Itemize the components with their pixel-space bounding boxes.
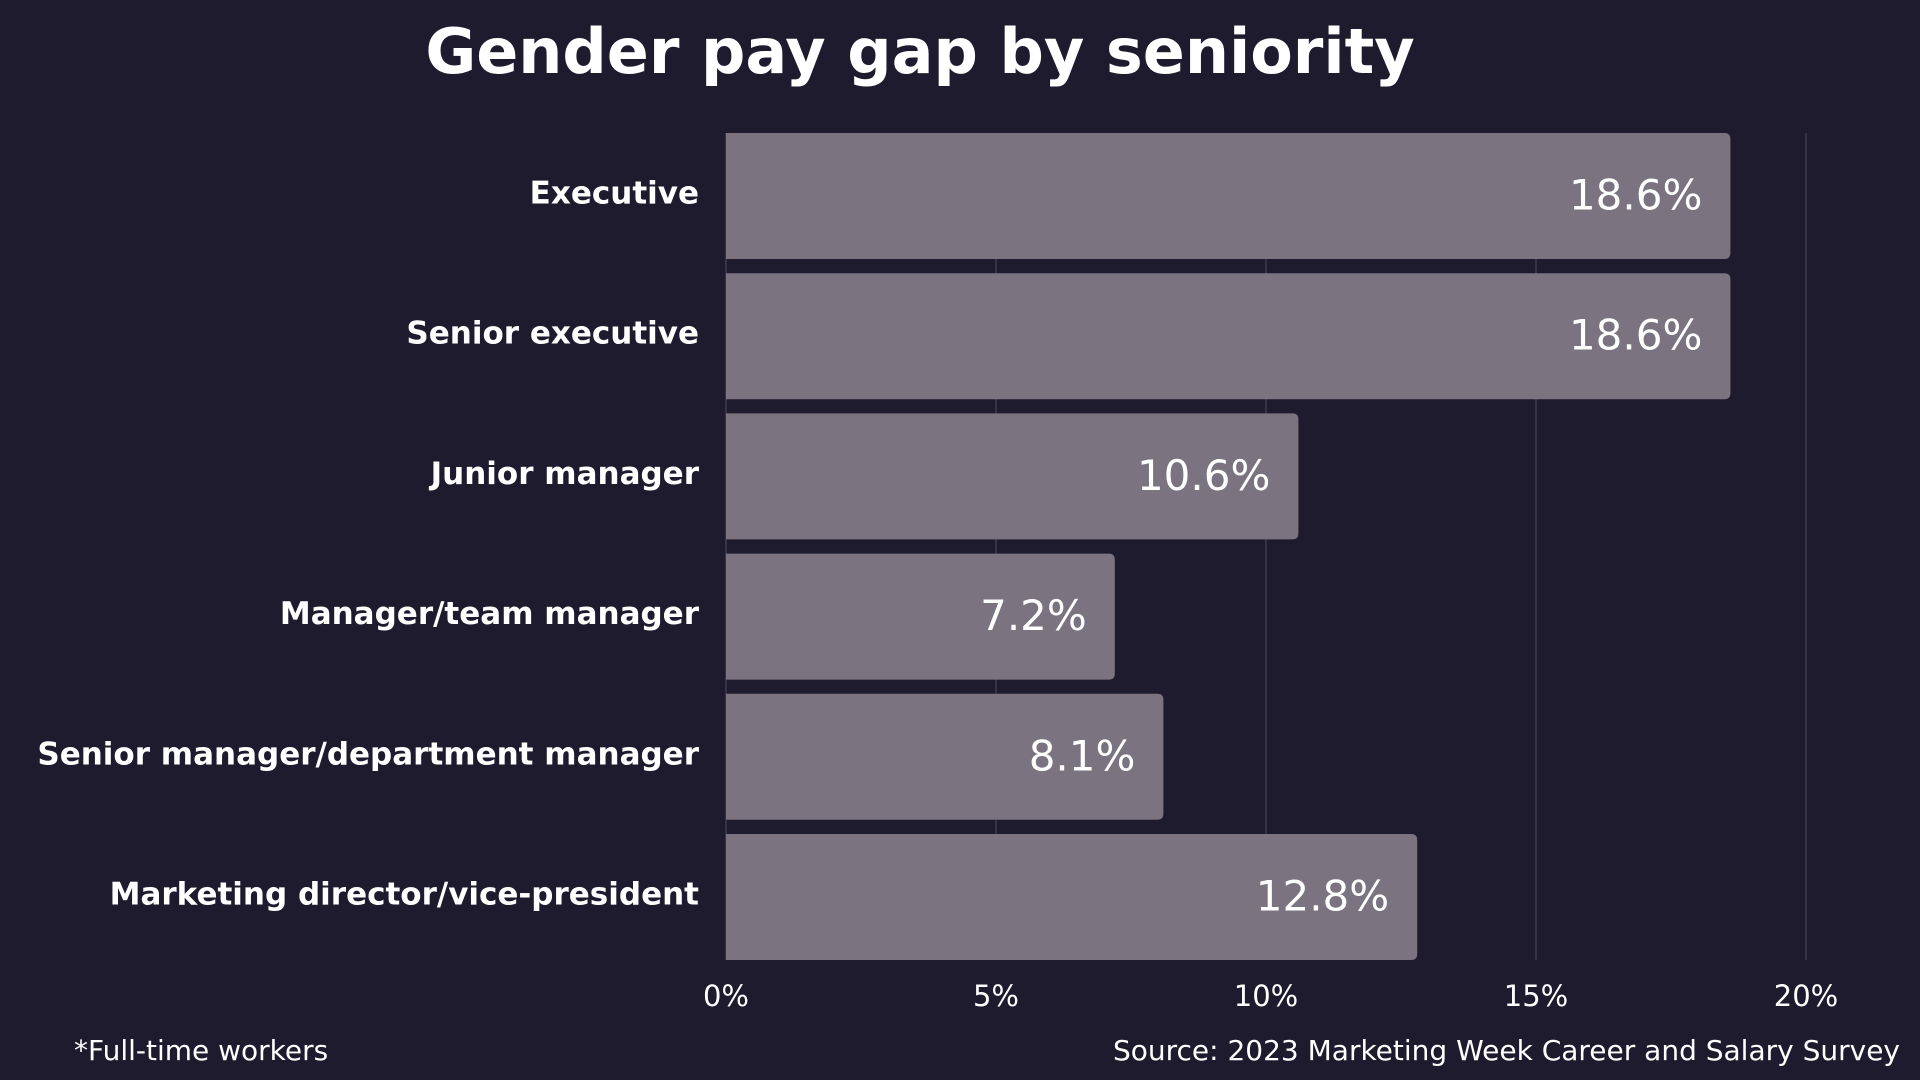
x-tick-label: 5% — [973, 979, 1019, 1013]
y-tick-label: Marketing director/vice-president — [110, 877, 700, 913]
chart-title: Gender pay gap by seniority — [425, 15, 1414, 88]
y-tick-label: Senior manager/department manager — [37, 736, 699, 772]
x-tick-label: 0% — [703, 979, 749, 1013]
value-label: 18.6% — [1569, 311, 1702, 360]
y-tick-label: Senior executive — [406, 316, 699, 352]
value-label: 8.1% — [1029, 731, 1136, 780]
y-tick-label: Junior manager — [429, 456, 700, 492]
value-label: 7.2% — [980, 591, 1087, 640]
bar — [726, 834, 1418, 960]
bar — [726, 133, 1731, 259]
y-tick-label: Manager/team manager — [280, 596, 700, 632]
layer — [725, 133, 1807, 960]
value-label: 18.6% — [1569, 171, 1702, 220]
bar — [726, 693, 1164, 820]
bar — [726, 273, 1731, 400]
bar — [726, 553, 1115, 680]
value-label: 10.6% — [1137, 451, 1270, 500]
y-tick-label: Executive — [530, 176, 699, 212]
x-tick-label: 20% — [1774, 979, 1838, 1013]
source: Source: 2023 Marketing Week Career and S… — [1113, 1034, 1900, 1067]
layer — [726, 133, 1731, 960]
footnote: *Full-time workers — [74, 1034, 328, 1067]
x-tick-label: 10% — [1234, 979, 1298, 1013]
x-tick-label: 15% — [1504, 979, 1568, 1013]
value-label: 12.8% — [1256, 872, 1389, 921]
bar — [726, 413, 1299, 540]
